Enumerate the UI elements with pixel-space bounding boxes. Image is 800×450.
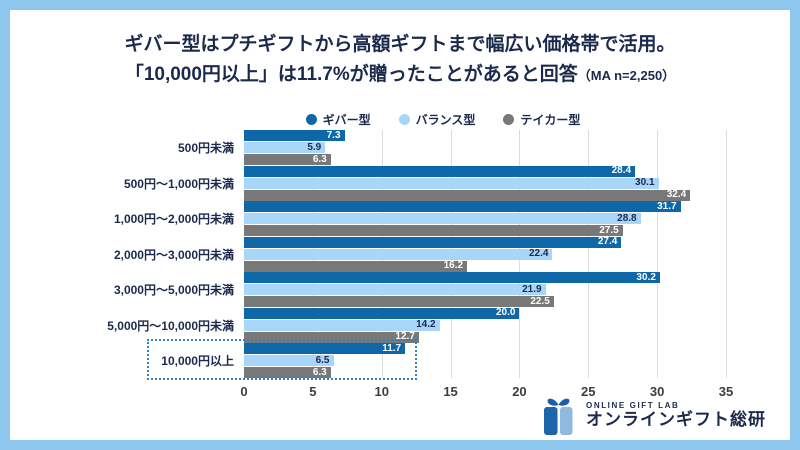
x-tick-label: 5: [309, 384, 317, 399]
bar-value: 11.7: [382, 342, 402, 354]
chart-title-line1: ギバー型はプチギフトから高額ギフトまで幅広い価格帯で活用。: [124, 34, 676, 55]
bar-ギバー型: 11.7: [244, 342, 406, 354]
bar-バランス型: 30.1: [244, 177, 659, 189]
legend-dot-icon: [503, 114, 515, 125]
bar-group: 11.7 6.5 6.3: [244, 343, 726, 378]
bar-ギバー型: 28.4: [244, 165, 636, 177]
brand-name-en: ONLINE GIFT LAB: [586, 400, 680, 410]
bar-value: 16.2: [443, 260, 464, 271]
x-tick-label: 10: [374, 384, 389, 399]
gift-box-icon: [544, 398, 573, 435]
bar-value: 6.5: [315, 354, 330, 366]
bar-ギバー型: 27.4: [244, 236, 622, 248]
brand-logo: ONLINE GIFT LAB オンラインギフト総研: [540, 394, 766, 436]
legend-item: ギバー型: [305, 111, 371, 128]
category-label: 2,000円〜3,000円未満: [113, 247, 234, 262]
bar-value: 30.1: [635, 177, 655, 188]
bar-バランス型: 22.4: [244, 248, 553, 260]
sample-size-note: （MA n=2,250）: [577, 68, 676, 84]
bar-group: 27.4 22.4 16.2: [244, 236, 726, 272]
bar-value: 22.5: [530, 295, 550, 307]
chart-row: 500円未満 7.3 5.9 6.3: [100, 130, 726, 165]
bar-テイカー型: 12.7: [244, 331, 419, 343]
x-tick-label: 30: [649, 384, 665, 399]
bar-group: 31.7 28.8 27.5: [244, 201, 726, 236]
chart-rows: 500円未満 7.3 5.9 6.3 500円〜1,000円未満 28.4 30.1 32.4…: [100, 130, 726, 378]
legend-label: バランス型: [415, 113, 476, 127]
bar-ギバー型: 7.3: [244, 130, 345, 141]
category-label: 5,000円〜10,000円未満: [107, 318, 234, 333]
chart-row: 1,000円〜2,000円未満 31.7 28.8 27.5: [100, 201, 726, 236]
legend-dot-icon: [305, 114, 317, 125]
bar-value: 14.2: [416, 319, 436, 330]
category-label: 3,000円〜5,000円未満: [113, 283, 234, 297]
chart-row: 5,000円〜10,000円未満 20.0 14.2 12.7: [100, 307, 726, 343]
legend-item: バランス型: [398, 111, 476, 128]
bar-バランス型: 14.2: [244, 319, 440, 331]
bar-バランス型: 5.9: [244, 141, 326, 153]
x-axis: 0 5 10 15 20 25 30 35: [240, 384, 733, 402]
brand-text: ONLINE GIFT LAB オンラインギフト総研: [586, 401, 766, 430]
legend: ギバー型 バランス型 テイカー型: [53, 111, 800, 128]
legend-label: テイカー型: [520, 113, 581, 127]
bar-group: 30.2 21.9 22.5: [244, 272, 726, 307]
bar-value: 6.3: [312, 366, 327, 378]
bar-value: 27.5: [599, 224, 619, 236]
chart-title: ギバー型はプチギフトから高額ギフトまで幅広い価格帯で活用。 「10,000円以上…: [10, 30, 790, 91]
bar-バランス型: 6.5: [244, 355, 334, 366]
bar-value: 12.7: [395, 331, 415, 342]
chart-title-line2-text: 「10,000円以上」は11.7%が贈ったことがあると回答: [124, 64, 578, 86]
bar-テイカー型: 32.4: [244, 189, 691, 201]
bar-value: 27.4: [597, 236, 618, 247]
gridline: [726, 130, 727, 378]
x-tick-label: 25: [581, 384, 596, 399]
x-tick-label: 15: [443, 384, 458, 399]
brand-name-jp: オンラインギフト総研: [586, 409, 766, 429]
bar-value: 30.2: [636, 271, 656, 283]
bar-value: 22.4: [529, 248, 549, 259]
x-tick-label: 20: [512, 384, 527, 399]
category-label: 10,000円以上: [161, 354, 234, 368]
bar-group: 20.0 14.2 12.7: [244, 307, 726, 343]
bar-ギバー型: 20.0: [244, 307, 520, 319]
gridline: [588, 130, 590, 378]
bar-value: 21.9: [522, 283, 542, 295]
chart-row: 500円〜1,000円未満 28.4 30.1 32.4: [100, 165, 726, 201]
chart-title-line2: 「10,000円以上」は11.7%が贈ったことがあると回答（MA n=2,250…: [10, 60, 790, 90]
bar-value: 6.3: [312, 153, 327, 165]
bar-バランス型: 28.8: [244, 213, 641, 224]
bar-value: 32.4: [666, 189, 687, 200]
bar-value: 5.9: [307, 141, 322, 153]
bar-value: 28.4: [611, 165, 632, 176]
bar-chart: 500円未満 7.3 5.9 6.3 500円〜1,000円未満 28.4 30.1 32.4…: [100, 130, 733, 399]
chart-row: 3,000円〜5,000円未満 30.2 21.9 22.5: [100, 272, 726, 307]
category-label: 500円〜1,000円未満: [123, 176, 234, 191]
bar-ギバー型: 31.7: [244, 201, 681, 212]
bar-テイカー型: 27.5: [244, 225, 623, 236]
legend-dot-icon: [398, 114, 410, 125]
category-label: 500円未満: [177, 141, 234, 155]
category-label: 1,000円〜2,000円未満: [113, 212, 234, 226]
chart-card: ギバー型はプチギフトから高額ギフトまで幅広い価格帯で活用。 「10,000円以上…: [10, 10, 790, 440]
bar-value: 7.3: [326, 129, 341, 141]
bar-group: 28.4 30.1 32.4: [244, 165, 726, 201]
bar-テイカー型: 16.2: [244, 260, 468, 272]
legend-item: テイカー型: [503, 111, 580, 128]
bar-バランス型: 21.9: [244, 284, 546, 295]
highlight-box: [147, 339, 417, 380]
chart-row: 10,000円以上 11.7 6.5 6.3: [100, 343, 726, 378]
bar-value: 31.7: [657, 200, 677, 212]
bar-value: 20.0: [495, 307, 516, 318]
bar-テイカー型: 6.3: [244, 367, 331, 378]
x-tick-label: 35: [718, 384, 734, 399]
bar-group: 7.3 5.9 6.3: [244, 130, 726, 165]
x-tick-label: 0: [240, 384, 248, 399]
bar-テイカー型: 6.3: [244, 154, 331, 165]
chart-row: 2,000円〜3,000円未満 27.4 22.4 16.2: [100, 236, 726, 272]
gridline: [657, 130, 659, 378]
bar-ギバー型: 30.2: [244, 272, 660, 283]
legend-label: ギバー型: [322, 113, 371, 127]
bar-value: 28.8: [617, 212, 637, 224]
bar-テイカー型: 22.5: [244, 296, 554, 307]
